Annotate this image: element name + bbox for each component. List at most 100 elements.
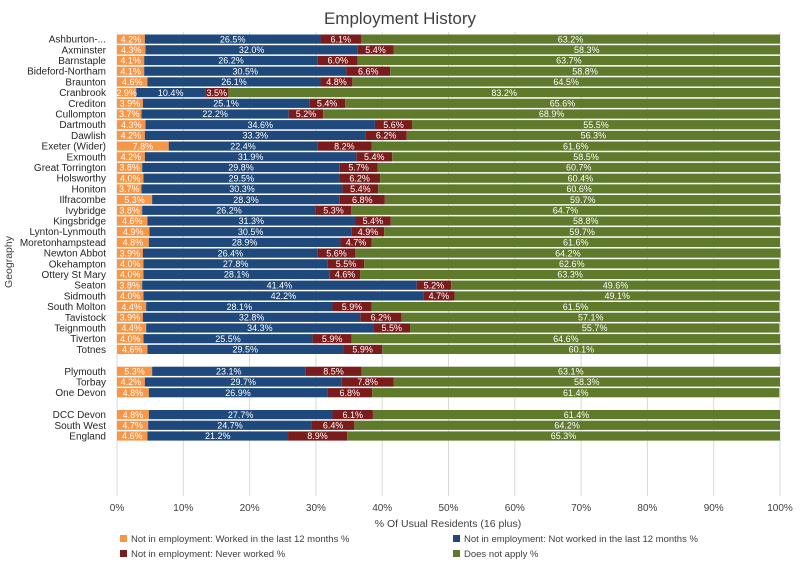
data-label: 5.7% (348, 163, 369, 173)
bar-segment-south-west-s1 (117, 420, 149, 430)
category-label-kingsbridge: Kingsbridge (53, 217, 106, 228)
bar-segment-exmouth-s1 (117, 152, 145, 162)
bar-segment-cranbrook-s1 (117, 88, 137, 98)
bar-segment-great-torrington-s3 (339, 162, 378, 173)
data-label: 41.4% (267, 280, 293, 290)
legend-swatch-s3 (120, 550, 127, 557)
bar-segment-crediton-s3 (309, 98, 346, 108)
legend-label-s1: Not in employment: Worked in the last 12… (131, 534, 350, 545)
data-label: 61.4% (564, 410, 590, 420)
data-label: 56.3% (581, 131, 607, 141)
bar-segment-braunton-s1 (117, 77, 148, 87)
data-label: 27.8% (223, 259, 249, 269)
data-label: 59.7% (570, 195, 596, 205)
data-label: 5.4% (364, 152, 385, 162)
bar-segment-one-devon-s4 (372, 388, 780, 398)
bar-segment-kingsbridge-s2 (147, 216, 356, 226)
category-label-plymouth: Plymouth (64, 367, 106, 378)
data-label: 4.0% (120, 173, 141, 183)
bar-segment-south-molton-s4 (371, 302, 780, 312)
bar-segment-bideford-northam-s2 (144, 66, 347, 76)
category-label-bideford-northam: Bideford-Northam (27, 67, 106, 78)
bar-segment-okehampton-s2 (143, 259, 328, 269)
data-label: 3.8% (119, 206, 140, 216)
bar-segment-totnes-s3 (343, 344, 383, 354)
bar-segment-dcc-devon-s4 (372, 410, 780, 420)
bar-segment-england-s2 (147, 431, 289, 441)
bar-segment-sidmouth-s4 (454, 291, 780, 301)
data-label: 60.1% (569, 345, 595, 355)
data-label: 55.7% (582, 323, 608, 333)
data-label: 4.8% (123, 238, 144, 248)
data-label: 63.3% (557, 270, 583, 280)
bar-segment-cullompton-s4 (323, 109, 780, 119)
bar-segment-cranbrook-s3 (205, 88, 229, 98)
category-label-lynton-lynmouth: Lynton-Lynmouth (29, 227, 106, 238)
data-label: 5.9% (342, 302, 363, 312)
bar-segment-ashburton-s3 (320, 34, 361, 44)
data-label: 63.7% (556, 56, 582, 66)
data-label: 21.2% (205, 431, 231, 441)
data-label: 4.6% (335, 270, 356, 280)
data-label: 58.8% (572, 66, 598, 76)
bar-segment-exeter-wider-s2 (168, 141, 318, 151)
bar-segment-england-s3 (288, 431, 348, 441)
data-label: 30.5% (233, 66, 259, 76)
data-label: 3.9% (120, 313, 141, 323)
data-label: 26.2% (216, 206, 242, 216)
data-label: 4.2% (121, 34, 142, 44)
bar-segment-dartmouth-s2 (145, 120, 375, 130)
data-label: 7.8% (357, 377, 378, 387)
data-label: 4.1% (120, 56, 141, 66)
data-label: 26.9% (225, 388, 251, 398)
data-label: 5.6% (326, 248, 347, 258)
bar-segment-england-s4 (347, 431, 780, 441)
bar-segment-torbay-s1 (117, 377, 145, 387)
bar-segment-seaton-s4 (451, 280, 780, 290)
bar-segment-braunton-s3 (320, 77, 353, 87)
bar-segment-ashburton-s4 (360, 34, 780, 44)
data-label: 4.6% (122, 216, 143, 226)
data-label: 28.9% (232, 238, 258, 248)
data-label: 64.5% (553, 77, 579, 87)
bar-segment-plymouth-s3 (305, 366, 362, 376)
data-label: 55.5% (583, 120, 609, 130)
bar-segment-tiverton-s1 (117, 334, 144, 344)
bar-segment-england-s1 (117, 431, 148, 441)
y-axis-title: Geography (3, 235, 15, 288)
category-label-okehampton: Okehampton (49, 259, 106, 270)
category-label-dawlish: Dawlish (71, 131, 106, 142)
bar-segment-tavistock-s4 (401, 312, 780, 322)
bar-segment-tavistock-s3 (360, 312, 402, 322)
bar-segment-torbay-s2 (144, 377, 342, 387)
bar-segment-ottery-st-mary-s2 (143, 269, 330, 280)
bar-segment-barnstaple-s4 (357, 55, 780, 66)
data-label: 32.0% (239, 45, 265, 55)
bar-segment-great-torrington-s4 (377, 162, 780, 173)
category-label-one-devon: One Devon (55, 388, 106, 399)
data-label: 5.3% (124, 367, 145, 377)
bar-segment-dartmouth-s1 (117, 120, 146, 130)
data-labels: 4.2% 26.5% 6.1% 63.2% 4.3% 32.0% 5.4% 58.3% 4.1%… (116, 34, 630, 441)
data-label: 4.2% (121, 377, 142, 387)
bar-segment-dawlish-s4 (406, 130, 780, 140)
bar-segment-great-torrington-s2 (142, 162, 340, 173)
data-label: 27.7% (228, 410, 254, 420)
data-label: 29.7% (231, 377, 257, 387)
bar-segment-newton-abbot-s1 (117, 248, 143, 258)
data-label: 30.5% (238, 227, 264, 237)
bar-segment-dartmouth-s3 (374, 120, 413, 130)
category-labels: Ashburton-...AxminsterBarnstapleBideford… (20, 35, 107, 443)
bar-segment-teignmouth-s2 (146, 323, 374, 333)
bar-segment-tavistock-s1 (117, 312, 143, 322)
category-label-cullompton: Cullompton (55, 110, 106, 121)
bar-segment-moretonhampstead-s2 (148, 237, 341, 247)
data-label: 32.8% (239, 313, 265, 323)
data-label: 59.7% (569, 227, 595, 237)
data-label: 42.2% (271, 291, 297, 301)
data-label: 5.3% (124, 195, 145, 205)
category-label-moretonhampstead: Moretonhampstead (20, 238, 106, 249)
data-label: 4.3% (121, 45, 142, 55)
bar-segment-exeter-wider-s1 (117, 141, 169, 151)
data-label: 68.9% (539, 109, 565, 119)
